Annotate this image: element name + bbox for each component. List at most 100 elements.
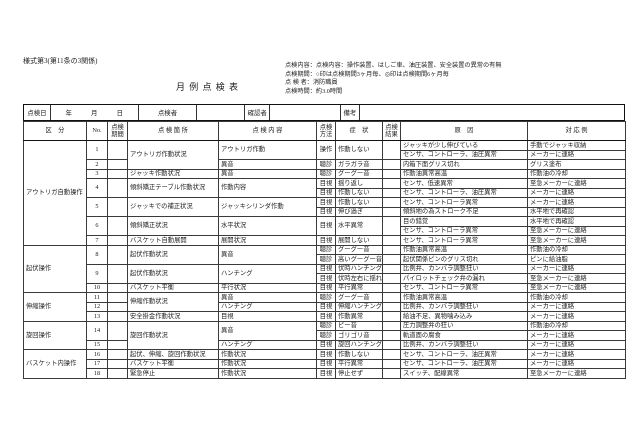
cell-taio: 作動油の冷却 (527, 244, 626, 255)
cell-kikan (107, 263, 128, 284)
cell-naiyo: 異音 (218, 168, 317, 179)
cell-kikan (107, 358, 128, 369)
cell-genin: センサ、低速異常 (400, 178, 528, 189)
info-line-period: 点検期間：○印は点検期間3ヶ月毎、◎印は点検期間6ヶ月毎 (285, 70, 449, 78)
cell-taio: 至急メーカーに連絡 (527, 282, 626, 293)
table-line: 起伏操作 8 起伏作動状況 異音 聴診 グーグー音 作動油異常高温 作動油の冷却 (23, 244, 626, 293)
cell-genin: 圧力調整弁の狂い (400, 320, 528, 331)
cell-genin: 作動油異常高温 (400, 244, 528, 255)
cell-kekka (382, 244, 401, 255)
cell-taio: 手動でジャッキ収納 (527, 140, 626, 151)
cell-hoho: 目視 (316, 187, 336, 198)
cell-naiyo: 目視 (218, 311, 317, 322)
cell-genin: 比例弁、カンバラ調整狂い (400, 339, 528, 350)
info-line-contents: 点検内容：点検内容：操作装置、はしご車、油圧装置、安全装置の異常の有無 (285, 62, 502, 69)
cell-kekka (382, 292, 401, 303)
cell-taio: メーカーに連絡 (527, 358, 626, 369)
cell-shojo: 平行異常 (335, 358, 383, 369)
cell-hoho: 目視 (316, 282, 336, 293)
cell-no: 11 (86, 292, 108, 303)
cell-taio: メーカーに連絡 (527, 197, 626, 208)
table-line: 15 ハンチング 目視 旋回ハンチング 比例弁、カンバラ調整狂い メーカーに連絡 (24, 339, 626, 350)
cell-no: 18 (86, 368, 108, 379)
cell-kasho: 起伏作動状況 (127, 263, 219, 284)
cell-group: 伸縮操作 (23, 292, 87, 322)
cell-naiyo: 展開状況 (218, 235, 317, 246)
cell-taio: ピンに給油脂 (527, 254, 626, 265)
cell-hoho: 聴診 (316, 254, 336, 265)
cell-kikan (107, 368, 128, 379)
cell-kasho: 伸縮作動状況 (127, 292, 219, 312)
cell-kasho: 安全掛金作動状況 (127, 311, 219, 322)
cell-group: アウトリガ自動操作 (23, 140, 87, 246)
cell-kasho: 緊急停止 (127, 368, 219, 379)
cell-kikan (107, 244, 128, 265)
cell-no: 17 (86, 358, 108, 369)
cell-hoho: 目視 (316, 273, 336, 284)
cell-naiyo: ハンチング (218, 263, 317, 284)
cell-kikan (107, 320, 128, 341)
cell-kekka (382, 273, 401, 284)
cell-kekka (382, 339, 401, 350)
cell-taio: メーカーに連絡 (527, 187, 626, 198)
cell-kasho: アウトリガ作動状況 (127, 140, 219, 170)
cell-naiyo: 作動状況 (218, 349, 317, 360)
cell-no: 12 (86, 301, 108, 312)
cell-shojo: グーグー音 (335, 292, 383, 303)
cell-genin: センサ、コントローラ異常 (400, 235, 528, 246)
cell-no: 16 (86, 349, 108, 360)
column-header-taio: 対 応 例 (527, 121, 626, 141)
cell-genin: 目の錯覚 (400, 216, 528, 227)
cell-genin: センサ、コントローラ、油圧異常 (400, 187, 528, 198)
cell-hoho: 操作 (316, 140, 336, 160)
cell-kikan (107, 159, 128, 170)
cell-kekka (382, 254, 401, 265)
table-line: バスケット内操作 16 起伏、伸縮、旋回作動状況 作動状況 目視 作動しない センサ、コント… (23, 349, 626, 379)
inspection-date-label: 点検日 (24, 105, 51, 120)
cell-hoho: 聴診 (316, 320, 336, 331)
cell-no: 5 (86, 197, 108, 217)
cell-kikan (107, 282, 128, 293)
cell-kikan (107, 339, 128, 350)
cell-genin: パイロットチェック弁の漏れ (400, 273, 528, 284)
cell-hoho: 目視 (316, 339, 336, 350)
cell-kikan (107, 235, 128, 246)
cell-hoho: 目視 (316, 235, 336, 246)
cell-shojo: 旋回ハンチング (335, 339, 383, 350)
cell-taio: 作動油の冷却 (527, 320, 626, 331)
cell-taio: 至急メーカーに連絡 (527, 225, 626, 236)
cell-kekka (382, 197, 401, 208)
table-line: 2 異音 聴診 ガラガラ音 内箱下面グリス切れ グリス塗布 (24, 159, 626, 170)
cell-kasho: バスケット自動展開 (127, 235, 219, 246)
confirmer-value (270, 105, 341, 120)
cell-naiyo: 水平状況 (218, 216, 317, 236)
cell-genin: 作動油異常高温 (400, 292, 528, 303)
column-header-group: 区 分 (23, 121, 87, 141)
table-line: 12 ハンチング 目視 伸縮ハンチング 比例弁、カンバラ調整狂い メーカーに連絡 (24, 301, 626, 312)
cell-kekka (382, 349, 401, 360)
cell-genin: センサ、コントローラ異常 (400, 197, 528, 208)
cell-no: 13 (86, 311, 108, 322)
cell-shojo: ゴリゴリ音 (335, 330, 383, 341)
cell-kikan (107, 140, 128, 160)
cell-kikan (107, 311, 128, 322)
table-line: 5 ジャッキでの補正状況 ジャッキシリンダ作動 目視 作動しない センサ、コントローラ異常… (24, 197, 626, 217)
cell-kasho: ジャッキでの補正状況 (127, 197, 219, 217)
cell-hoho: 目視 (316, 301, 336, 312)
cell-taio: メーカーに連絡 (527, 349, 626, 360)
cell-naiyo: ジャッキシリンダ作動 (218, 197, 317, 217)
cell-kikan (107, 178, 128, 198)
cell-genin: 給油不足、異物噛み込み (400, 311, 528, 322)
cell-taio: グリス塗布 (527, 159, 626, 170)
table-header-row: 区 分 No. 点検 期間点 検 箇 所点 検 内 容点検 方法症 状点検 結果原 … (23, 121, 626, 141)
cell-taio: 至急メーカーに連絡 (527, 235, 626, 246)
cell-naiyo: アウトリガ作動 (218, 140, 317, 160)
table-line: 4 傾斜矯正テーブル作動状況 作動内容 目視 揺り返し センサ、低速異常 至急メーカーに連絡 (24, 178, 626, 198)
cell-genin: 作動油異常高温 (400, 168, 528, 179)
cell-kikan (107, 349, 128, 360)
cell-naiyo: 作動内容 (218, 178, 317, 198)
column-header-genin: 原 因 (400, 121, 528, 141)
cell-kasho: バスケット平衡 (127, 358, 219, 369)
cell-taio: 水平地で再確認 (527, 206, 626, 217)
